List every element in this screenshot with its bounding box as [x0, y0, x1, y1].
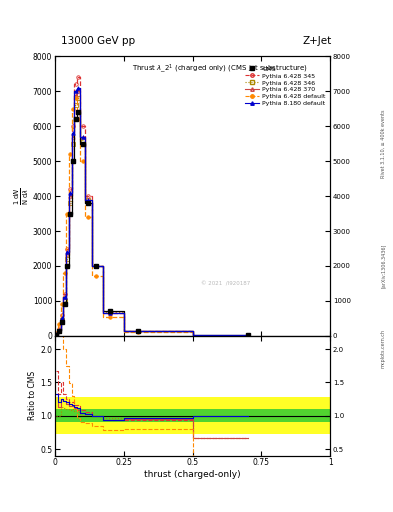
Text: 13000 GeV pp: 13000 GeV pp — [61, 35, 135, 46]
Bar — [55, 409, 330, 422]
Text: mcplots.cern.ch: mcplots.cern.ch — [381, 329, 386, 368]
Text: © 2021  /I920187: © 2021 /I920187 — [201, 282, 250, 287]
Legend: CMS, Pythia 6.428 345, Pythia 6.428 346, Pythia 6.428 370, Pythia 6.428 default,: CMS, Pythia 6.428 345, Pythia 6.428 346,… — [244, 65, 327, 108]
Text: Z+Jet: Z+Jet — [303, 35, 332, 46]
Text: Rivet 3.1.10, ≥ 400k events: Rivet 3.1.10, ≥ 400k events — [381, 109, 386, 178]
Text: [arXiv:1306.3436]: [arXiv:1306.3436] — [381, 244, 386, 288]
Y-axis label: $\frac{1}{\mathrm{N}}\frac{\mathrm{d}N}{\mathrm{d}\lambda}$: $\frac{1}{\mathrm{N}}\frac{\mathrm{d}N}{… — [13, 187, 31, 205]
X-axis label: thrust (charged-only): thrust (charged-only) — [144, 470, 241, 479]
Y-axis label: Ratio to CMS: Ratio to CMS — [28, 371, 37, 420]
Text: Thrust $\lambda$_2$^1$ (charged only) (CMS jet substructure): Thrust $\lambda$_2$^1$ (charged only) (C… — [132, 62, 308, 75]
Bar — [55, 397, 330, 434]
